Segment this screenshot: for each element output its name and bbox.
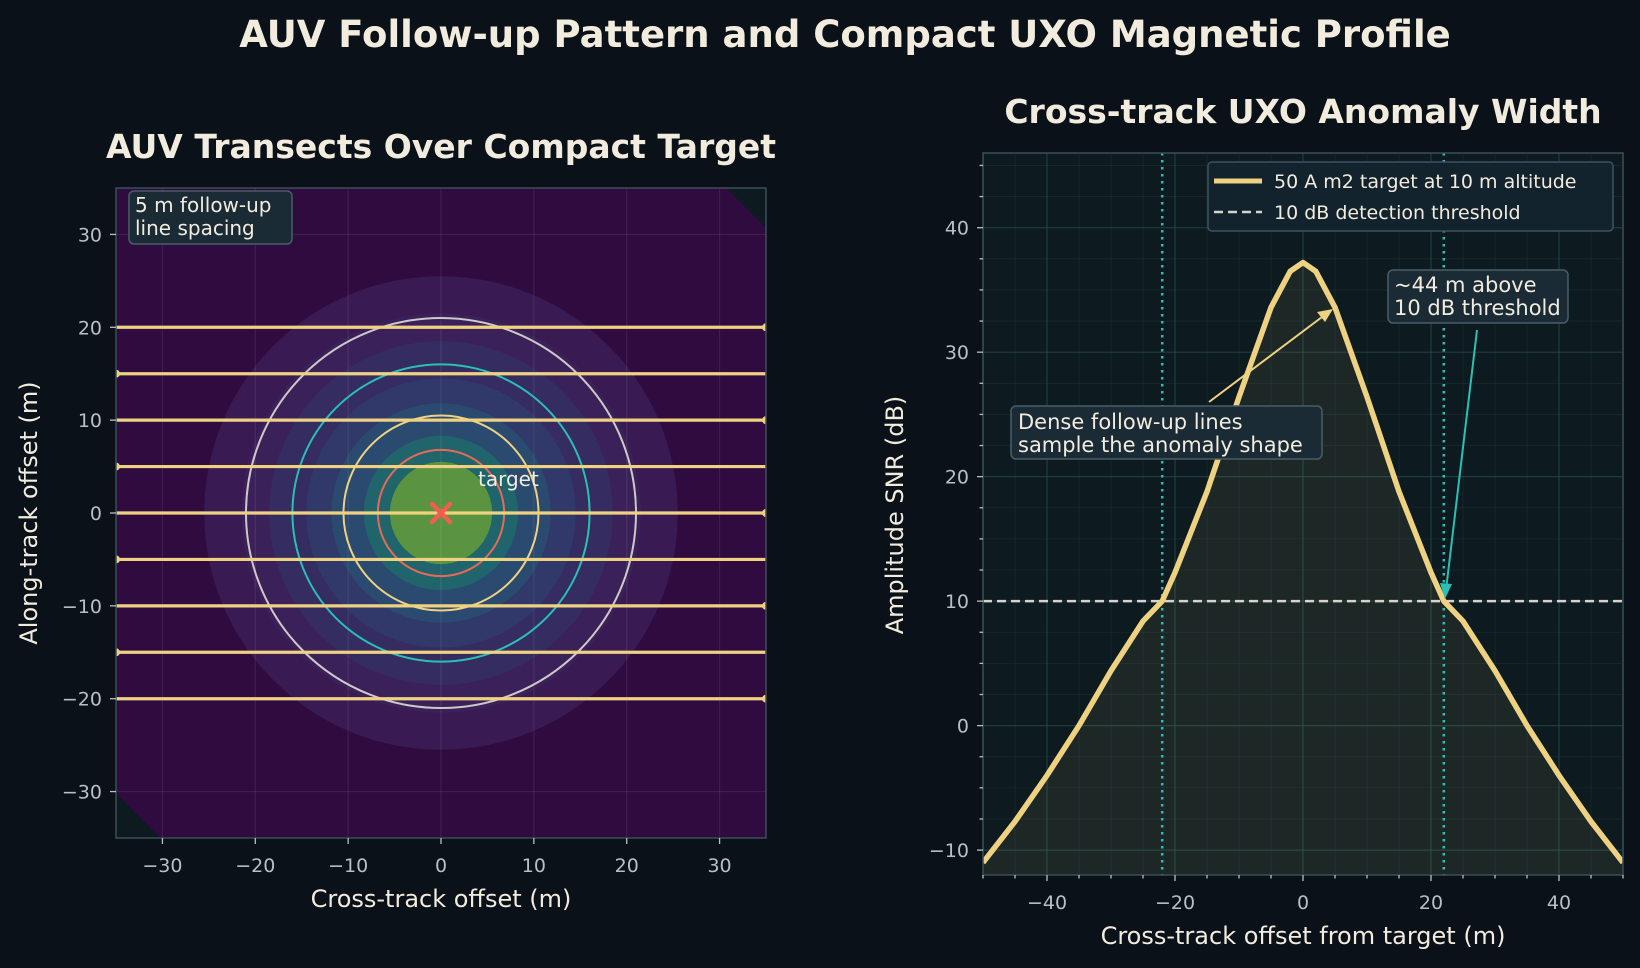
right-y-tick-label: 0 xyxy=(957,716,969,738)
left-x-axis-label: Cross-track offset (m) xyxy=(311,885,572,913)
transect-end-marker xyxy=(116,555,120,564)
left-y-tick-label: 0 xyxy=(90,503,102,525)
annotation-follow-up-text: Dense follow-up lines sample the anomaly … xyxy=(1018,410,1303,457)
annotation-follow-up: Dense follow-up lines sample the anomaly … xyxy=(1010,309,1333,460)
legend-label-threshold: 10 dB detection threshold xyxy=(1274,202,1521,224)
series-area-fill xyxy=(983,262,1623,875)
right-y-tick-label: −10 xyxy=(929,840,969,862)
left-corner-top-right xyxy=(726,188,766,228)
annotation-width-arrow xyxy=(1445,329,1478,591)
right-y-tick-label: 30 xyxy=(945,342,969,364)
left-annotation-text: 5 m follow-up line spacing xyxy=(135,193,272,240)
right-y-tick-label: 40 xyxy=(945,218,969,240)
legend-box xyxy=(1207,161,1614,232)
annotation-follow-up-arrowhead xyxy=(1317,309,1333,322)
right-x-tick-label: 20 xyxy=(1419,892,1443,914)
left-plot-area: target xyxy=(116,188,766,838)
left-x-tick-label: 20 xyxy=(615,855,639,877)
left-x-tick-label: 30 xyxy=(707,855,731,877)
series-line xyxy=(983,259,1623,865)
target-label: target xyxy=(478,467,539,491)
transect-end-marker xyxy=(762,601,766,610)
transect-end-marker xyxy=(762,416,766,425)
right-y-tick-label: 10 xyxy=(945,591,969,613)
left-x-tick-label: −10 xyxy=(328,855,368,877)
left-annotation-box: 5 m follow-up line spacing xyxy=(128,190,293,245)
annotation-follow-up-arrow xyxy=(1208,313,1327,403)
transect-end-marker xyxy=(116,648,120,657)
right-x-tick-label: 0 xyxy=(1297,892,1309,914)
right-plot-area xyxy=(983,153,1623,875)
left-y-tick-label: −10 xyxy=(62,596,102,618)
right-x-axis-label: Cross-track offset from target (m) xyxy=(1101,922,1506,950)
target-marker-stroke-b xyxy=(429,501,453,525)
legend-label-series: 50 A m2 target at 10 m altitude xyxy=(1274,171,1577,193)
left-chart: AUV Transects Over Compact Target target… xyxy=(15,127,776,913)
left-x-tick-label: −30 xyxy=(142,855,182,877)
right-x-tick-label: −40 xyxy=(1027,892,1067,914)
transect-end-marker xyxy=(762,509,766,517)
transect-end-marker xyxy=(762,694,766,703)
right-chart: Cross-track UXO Anomaly Width −40 −20 0 20 4… xyxy=(881,92,1624,950)
left-y-tick-label: 10 xyxy=(78,410,102,432)
left-y-tick-label: 20 xyxy=(78,317,102,339)
right-x-tick-label: −20 xyxy=(1155,892,1195,914)
right-y-axis-label: Amplitude SNR (dB) xyxy=(881,396,909,635)
left-x-tick-label: 10 xyxy=(522,855,546,877)
left-y-axis-label: Along-track offset (m) xyxy=(15,381,43,644)
left-chart-title: AUV Transects Over Compact Target xyxy=(106,127,776,166)
right-x-tick-label: 40 xyxy=(1547,892,1571,914)
annotation-width-text: ~44 m above 10 dB threshold xyxy=(1394,273,1561,320)
right-y-tick-label: 20 xyxy=(945,467,969,489)
left-y-tick-label: −30 xyxy=(62,782,102,804)
left-x-tick-label: −20 xyxy=(235,855,275,877)
left-y-tick-label: 30 xyxy=(78,224,102,246)
figure-title: AUV Follow-up Pattern and Compact UXO Ma… xyxy=(239,13,1451,56)
right-chart-title: Cross-track UXO Anomaly Width xyxy=(1004,92,1601,131)
annotation-width: ~44 m above 10 dB threshold xyxy=(1387,269,1569,599)
transect-end-marker xyxy=(116,462,120,471)
left-y-tick-label: −20 xyxy=(62,689,102,711)
left-x-tick-label: 0 xyxy=(435,855,447,877)
transect-end-marker xyxy=(116,369,120,378)
left-corner-bottom-left xyxy=(116,793,160,838)
transect-end-marker xyxy=(762,323,766,332)
annotation-width-arrowhead xyxy=(1440,583,1452,599)
legend: 50 A m2 target at 10 m altitude 10 dB de… xyxy=(1207,161,1614,232)
